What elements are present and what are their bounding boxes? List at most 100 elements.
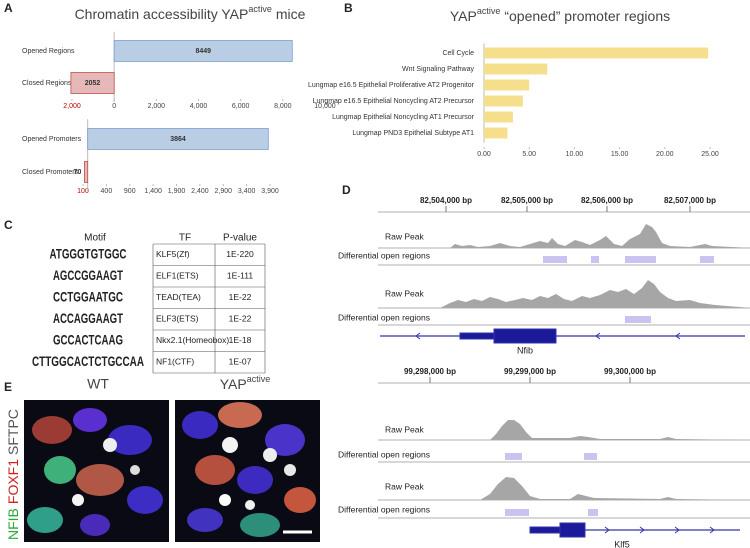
bar: [484, 63, 548, 75]
tf-name: KLF5(Zf): [156, 249, 190, 259]
p-value: 1E-220: [226, 249, 254, 259]
bar: [484, 79, 530, 91]
p-value: 1E-07: [229, 357, 252, 367]
exon: [559, 522, 586, 538]
motif-logo: GCCACTCAAG: [53, 331, 123, 347]
category-label: Lungmap PND3 Epithelial Subtype AT1: [352, 130, 474, 137]
title-text: mice: [276, 6, 306, 22]
motif-logo: AGCCGGAAGT: [53, 267, 123, 283]
peak-area: [378, 224, 750, 248]
x-tick-label: 10.00: [566, 151, 584, 158]
title-text: Chromatin accessibility YAP: [75, 6, 249, 22]
x-tick-label: 25.00: [701, 151, 719, 158]
x-tick-label: 400: [101, 188, 113, 195]
motif-logo: CTTGGCACTCTGCCAA: [32, 353, 144, 369]
peak-signals: [378, 224, 750, 500]
ruler-label: 99,300,000 bp: [604, 367, 656, 376]
p-value: 1E-18: [229, 335, 252, 345]
track-label: Raw Peak: [385, 481, 424, 491]
cells: [27, 402, 316, 537]
category-label: Opened Promoters: [22, 136, 82, 143]
region: [584, 453, 597, 460]
x-tick-label: 3,900: [261, 188, 279, 195]
track-label: Raw Peak: [385, 288, 424, 298]
panel-letter: B: [344, 1, 353, 15]
utr: [529, 526, 561, 534]
x-tick-label: 2,900: [214, 188, 232, 195]
p-value: 1E-22: [229, 314, 252, 324]
track-label: Raw Peak: [385, 231, 424, 241]
track-labels: 82,504,000 bp 82,505,000 bp 82,506,000 bp 8…: [338, 196, 716, 548]
gene-models: [380, 328, 745, 538]
panel-letter: D: [342, 183, 351, 197]
x-tick-label: 2,000: [148, 103, 166, 110]
ruler-label: 82,505,000 bp: [501, 196, 553, 205]
motif-table: Motif TF P-value ATGGGTGTGGC KLF5(Zf) 1E-2…: [32, 233, 266, 374]
stain: SFTPC: [5, 409, 21, 455]
label-superscript: active: [247, 374, 271, 384]
title-text: “opened” promoter regions: [504, 8, 670, 24]
gene-label: Nfib: [517, 345, 533, 355]
motif-logo: CCTGGAATGC: [53, 288, 123, 304]
image-label: YAPactive: [220, 374, 271, 391]
chart-title: YAPactive “opened” promoter regions: [450, 6, 670, 23]
exon: [493, 328, 557, 344]
panel-letter: E: [4, 380, 12, 394]
bar: [484, 95, 523, 107]
category-label: Closed Promoters: [22, 169, 79, 176]
region: [588, 509, 598, 516]
strand-arrows: [604, 526, 715, 534]
title-superscript: active: [248, 4, 272, 14]
category-label: Lungmap e16.5 Epithelial Noncycling AT2 …: [313, 98, 475, 105]
differential-regions: [505, 256, 714, 516]
stain-labels: NFIB FOXF1 SFTPC: [5, 409, 21, 540]
x-tick-label: 15.00: [611, 151, 629, 158]
tf-name: Nkx2.1(Homeobox): [156, 335, 229, 345]
chart-title: Chromatin accessibility YAPactive mice: [75, 4, 306, 21]
track-label: Differential open regions: [338, 312, 430, 322]
title-text: YAP: [450, 8, 477, 24]
panel-letter: A: [4, 1, 13, 15]
utr: [459, 332, 495, 340]
x-tick-label: 0.00: [477, 151, 491, 158]
category-label: Lungmap Epithelial Noncycling AT1 Precur…: [332, 114, 475, 121]
region: [625, 256, 656, 263]
strand-arrows: [415, 332, 681, 340]
peak-area: [378, 280, 750, 308]
x-tick-label: 8,000: [274, 103, 292, 110]
micrographs: [24, 400, 320, 542]
ruler-label: 82,506,000 bp: [581, 196, 633, 205]
x-tick-label: 0: [112, 103, 116, 110]
bar: [484, 127, 508, 139]
label-text: YAP: [220, 376, 247, 392]
x-tick-label: 20.00: [656, 151, 674, 158]
region: [505, 453, 522, 460]
tf-name: ELF3(ETS): [156, 314, 199, 324]
region: [591, 256, 599, 263]
peak-area: [378, 420, 750, 440]
region: [543, 256, 567, 263]
track-label: Raw Peak: [385, 424, 424, 434]
table-header: Motif: [84, 233, 106, 244]
image-label: WT: [87, 376, 109, 392]
x-tick-label: 6,000: [232, 103, 250, 110]
bar: [484, 111, 513, 123]
table-header: P-value: [223, 233, 257, 244]
region: [700, 256, 714, 263]
category-label: Cell Cycle: [442, 50, 474, 57]
x-tick-label: 4,000: [190, 103, 208, 110]
title-superscript: active: [477, 6, 501, 16]
x-tick-label: 5.00: [522, 151, 536, 158]
bar: [70, 72, 115, 94]
value-label: 8449: [195, 48, 211, 55]
p-value: 1E-111: [227, 271, 253, 281]
x-tick-label: 100: [77, 188, 89, 195]
bar: [84, 161, 89, 183]
stain: FOXF1: [5, 459, 21, 504]
x-tick-label: 10,000: [314, 103, 336, 110]
gene-label: Klf5: [614, 539, 630, 548]
x-tick-label: 2,400: [191, 188, 209, 195]
bar: [113, 40, 293, 62]
value-label: 3864: [170, 136, 186, 143]
